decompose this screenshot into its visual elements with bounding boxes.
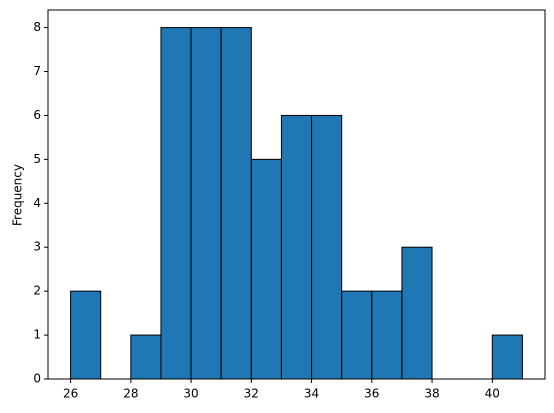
bar [70, 290, 102, 380]
bar [160, 27, 192, 380]
y-tick-label: 2 [33, 284, 41, 298]
bar [190, 27, 222, 380]
bar [280, 114, 313, 380]
bar [311, 114, 343, 380]
bar [250, 158, 282, 380]
y-tick-label: 4 [33, 196, 41, 210]
x-tick-label: 30 [183, 387, 198, 401]
bar [220, 27, 252, 380]
y-tick-label: 6 [33, 108, 41, 122]
bar [371, 290, 403, 380]
x-tick-label: 40 [485, 387, 500, 401]
bar [130, 334, 162, 380]
x-tick-label: 38 [424, 387, 439, 401]
x-tick-label: 34 [304, 387, 319, 401]
bar [491, 334, 523, 380]
bar [341, 290, 373, 380]
y-tick-label: 1 [33, 328, 41, 342]
y-axis-label: Frequency [11, 164, 25, 226]
y-tick-label: 8 [33, 20, 41, 34]
y-tick-label: 5 [33, 152, 41, 166]
x-tick-label: 26 [63, 387, 78, 401]
x-tick-label: 32 [244, 387, 259, 401]
y-tick-label: 3 [33, 240, 41, 254]
bar [401, 246, 433, 380]
x-tick-label: 28 [123, 387, 138, 401]
y-tick-label: 0 [33, 372, 41, 386]
x-tick-label: 36 [364, 387, 379, 401]
plot-frame [47, 9, 546, 380]
y-tick-label: 7 [33, 64, 41, 78]
